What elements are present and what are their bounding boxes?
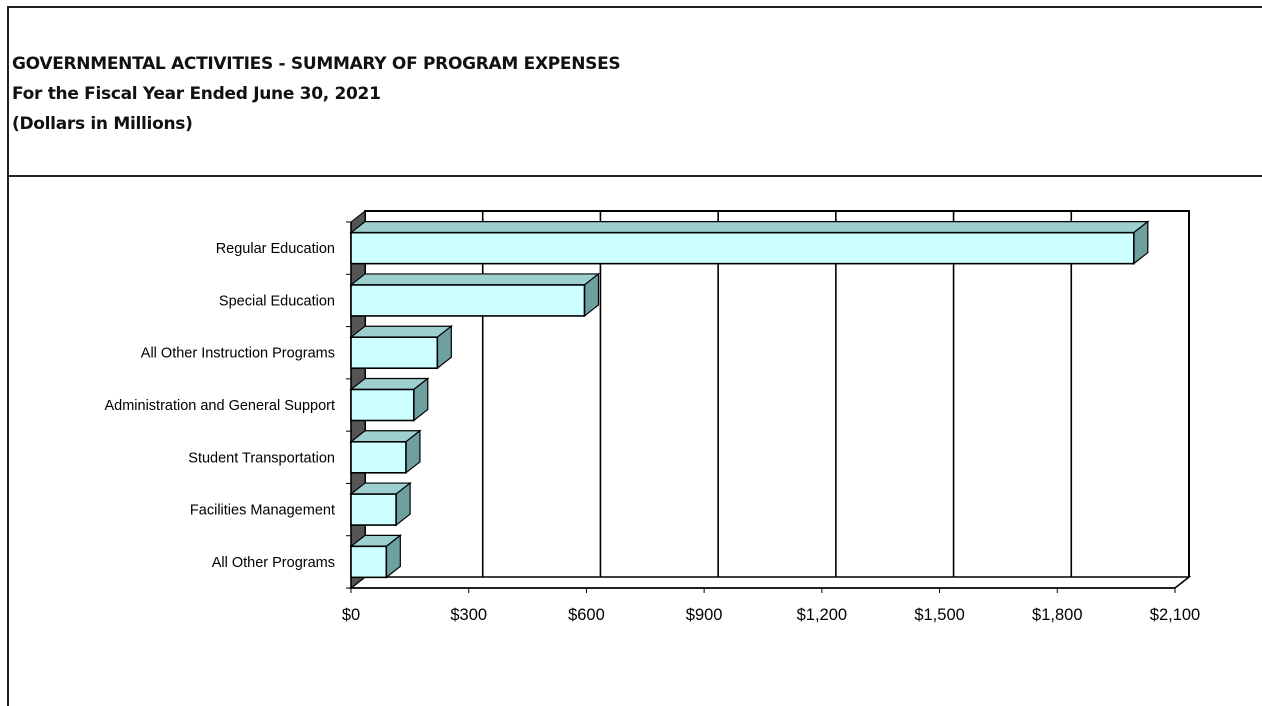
bar [350, 284, 586, 317]
chart-title: GOVERNMENTAL ACTIVITIES - SUMMARY OF PRO… [12, 54, 621, 74]
x-tick-label: $300 [450, 606, 487, 624]
x-tick-label: $0 [342, 606, 360, 624]
category-label: Administration and General Support [104, 398, 335, 414]
x-tick-label: $1,200 [797, 606, 847, 624]
bar [350, 545, 388, 579]
category-label: All Other Instruction Programs [141, 346, 335, 362]
bar-top-face [349, 273, 601, 286]
plot-back-wall [364, 210, 1190, 577]
category-label: Special Education [219, 293, 335, 309]
category-label: Regular Education [216, 241, 335, 257]
chart-frame [7, 6, 1262, 706]
x-tick-label: $900 [686, 606, 723, 624]
bar [350, 388, 415, 422]
bar-top-face [349, 221, 1150, 234]
x-tick-label: $2,100 [1150, 606, 1200, 624]
bar-chart: $0 $300 $600 $900 $1,200 $1,500 $1,800 $2,100 Re… [104, 209, 1200, 624]
x-tick-label: $1,800 [1032, 606, 1082, 624]
title-block: GOVERNMENTAL ACTIVITIES - SUMMARY OF PRO… [12, 49, 621, 139]
bar [350, 440, 407, 474]
bar [350, 493, 397, 526]
x-tick-label: $1,500 [914, 606, 964, 624]
category-label: Facilities Management [190, 503, 335, 519]
chart-units: (Dollars in Millions) [12, 114, 193, 134]
x-tick-label: $600 [568, 606, 605, 624]
plot-floor [348, 576, 1192, 589]
bar [350, 336, 439, 370]
category-label: Student Transportation [188, 450, 335, 466]
chart-subtitle: For the Fiscal Year Ended June 30, 2021 [12, 84, 381, 104]
bar [350, 231, 1135, 265]
category-label: All Other Programs [212, 555, 335, 571]
bar-top-face [349, 325, 454, 338]
header-divider [7, 175, 1262, 177]
